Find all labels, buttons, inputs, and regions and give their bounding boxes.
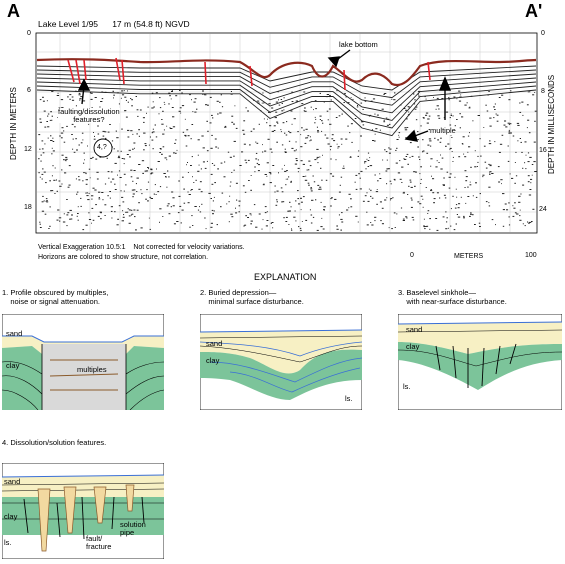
scale-end: 100 (525, 252, 537, 259)
explanation-title: EXPLANATION (254, 272, 317, 282)
panel-1-label-multiples: multiples (77, 365, 107, 374)
panel-2-label-clay: clay (206, 356, 220, 365)
circle-marker (93, 138, 113, 158)
profile-frame (35, 32, 538, 234)
annotation-lake-bottom: lake bottom (339, 40, 378, 49)
fault-marks (67, 57, 431, 91)
panel-4-label-clay: clay (4, 512, 18, 521)
panel-1-diagram (2, 314, 164, 410)
scale-start: 0 (410, 252, 414, 259)
annotation-faulting: faulting/dissolution features? (58, 107, 120, 124)
left-tick-6: 6 (27, 87, 31, 94)
panel-4-diagram (2, 463, 164, 559)
profile-label-left: A (7, 1, 20, 21)
right-tick-0: 0 (541, 30, 545, 37)
panel-3-label-clay: clay (406, 342, 420, 351)
panel-4-label-sand: sand (4, 477, 21, 486)
right-tick-24: 24 (539, 206, 547, 213)
panel-2-diagram (200, 314, 362, 410)
panel-3-label-ls: ls. (403, 382, 411, 391)
left-tick-18: 18 (24, 204, 32, 211)
annotation-circle-label: 4,? (97, 144, 107, 151)
left-tick-0: 0 (27, 30, 31, 37)
lake-bottom-horizon (36, 58, 537, 87)
profile-header: Lake Level 1/95 17 m (54.8 ft) NGVD (38, 19, 190, 29)
panel-2-label-sand: sand (206, 339, 223, 348)
panel-3-label-sand: sand (406, 325, 423, 334)
profile-label-right: A' (525, 1, 543, 21)
right-tick-8: 8 (541, 88, 545, 95)
annotation-arrows (77, 49, 452, 142)
panel-2-caption: 2. Buried depression— minimal surface di… (200, 288, 304, 306)
panel-2-label-ls: ls. (345, 394, 353, 403)
left-tick-12: 12 (24, 146, 32, 153)
panel-3-caption: 3. Baselevel sinkhole— with near-surface… (398, 288, 507, 306)
panel-4-label-fault: fault/ fracture (86, 534, 112, 551)
profile-note-2: Horizons are colored to show structure, … (38, 254, 209, 261)
panel-3-diagram (398, 314, 562, 410)
panel-4-caption: 4. Dissolution/solution features. (2, 438, 107, 447)
panel-4-label-ls: ls. (4, 538, 12, 547)
panel-1-label-sand: sand (6, 329, 23, 338)
panel-4-label-pipe: solution pipe (120, 520, 146, 537)
profile-noise (38, 90, 537, 231)
scale-label: METERS (454, 253, 484, 260)
annotation-multiple: multiple (430, 126, 456, 135)
right-tick-16: 16 (539, 147, 547, 154)
panel-1-caption: 1. Profile obscured by multiples, noise … (2, 288, 109, 306)
panel-1-label-clay: clay (6, 361, 20, 370)
profile-note-1: Vertical Exaggeration 10.5:1 Not correct… (38, 244, 245, 251)
